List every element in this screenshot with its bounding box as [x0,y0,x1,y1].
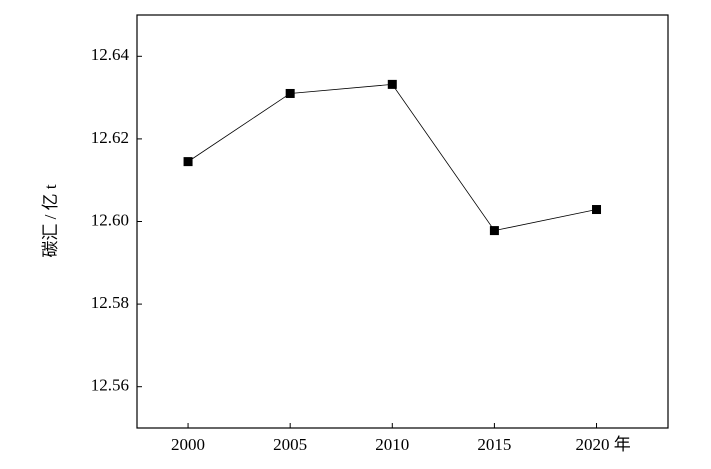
marker [592,205,602,215]
x-tick-label: 2000 [171,435,205,454]
marker [489,226,499,236]
y-tick-label: 12.56 [91,376,129,395]
x-tick-label: 2010 [375,435,409,454]
y-tick-label: 12.62 [91,128,129,147]
x-tick-label: 2020 年 [576,435,631,454]
y-tick-label: 12.64 [91,45,130,64]
line [187,83,597,232]
marker [387,79,397,89]
y-axis-label: 碳汇 / 亿 t [41,184,60,257]
plot-frame [136,14,669,429]
marker [183,157,193,167]
y-tick-label: 12.58 [91,293,129,312]
y-tick-label: 12.60 [91,210,129,229]
marker [285,88,295,98]
x-tick-label: 2015 [477,435,511,454]
x-tick-label: 2005 [273,435,307,454]
